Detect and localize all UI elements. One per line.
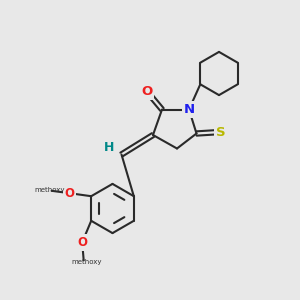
Text: O: O [64, 187, 75, 200]
Text: methoxy: methoxy [35, 187, 65, 193]
Text: methoxy: methoxy [71, 259, 102, 265]
Text: O: O [141, 85, 153, 98]
Text: H: H [104, 141, 115, 154]
Text: N: N [183, 103, 195, 116]
Text: O: O [77, 236, 87, 249]
Text: S: S [216, 125, 225, 139]
